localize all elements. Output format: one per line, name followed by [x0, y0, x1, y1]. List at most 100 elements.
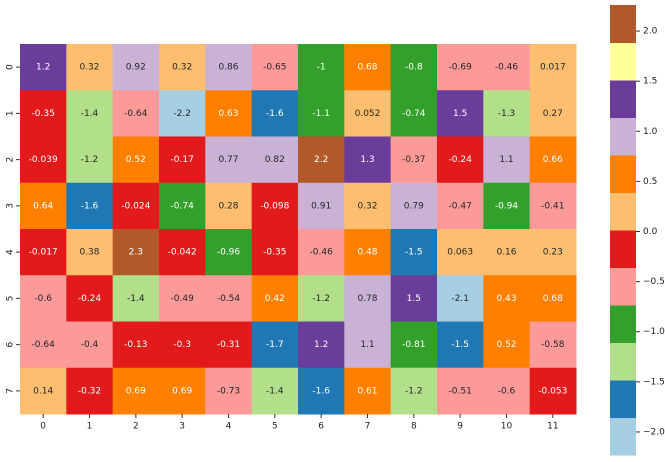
cell-label: 0.78	[357, 294, 377, 304]
cell-label: 0.52	[126, 155, 146, 165]
heatmap-cell	[437, 182, 484, 230]
cell-label: -1.6	[266, 109, 284, 119]
cell-label: -0.13	[124, 340, 147, 350]
cell-label: -1.6	[312, 386, 330, 396]
heatmap-cell	[251, 90, 299, 137]
y-tick-label: 7	[6, 388, 16, 394]
cell-label: 0.91	[311, 201, 331, 211]
heatmap-cell	[437, 321, 484, 369]
heatmap-cell	[66, 229, 114, 276]
cell-label: 0.86	[218, 63, 238, 73]
heatmap-cell	[20, 90, 67, 137]
heatmap-cell	[529, 136, 577, 184]
x-tick-label: 4	[226, 422, 232, 432]
cell-label: 0.79	[404, 201, 424, 211]
heatmap-cell	[483, 90, 531, 137]
colorbar-tick-label: −0.5	[643, 277, 665, 287]
cell-label: 0.14	[33, 386, 53, 396]
heatmap-cell	[66, 90, 114, 137]
cell-label: -0.46	[310, 248, 334, 258]
y-tick-label: 1	[6, 111, 16, 117]
heatmap-cell	[205, 321, 253, 369]
cell-label: 1.2	[36, 63, 50, 73]
colorbar-segment	[610, 80, 636, 118]
colorbar-segment	[610, 117, 636, 156]
cell-label: -0.024	[121, 201, 150, 211]
cell-label: -0.6	[498, 386, 516, 396]
heatmap-cell	[390, 136, 438, 184]
cell-label: 0.017	[540, 63, 566, 73]
x-tick-label: 5	[272, 422, 278, 432]
cell-label: 0.68	[357, 63, 377, 73]
heatmap-cell	[483, 321, 531, 369]
heatmap-cell	[251, 182, 299, 230]
colorbar-segment	[610, 192, 636, 231]
heatmap-cell	[112, 182, 160, 230]
x-tick-label: 8	[411, 422, 417, 432]
cell-label: -0.64	[124, 109, 148, 119]
heatmap-cell	[344, 90, 392, 137]
colorbar-segment	[610, 5, 636, 43]
y-tick-label: 0	[6, 64, 16, 70]
cell-label: -0.65	[263, 63, 286, 73]
cell-label: 0.38	[79, 248, 99, 258]
heatmap-cell	[390, 182, 438, 230]
heatmap-cell	[159, 229, 206, 276]
heatmap-cell	[159, 367, 206, 415]
cell-label: 0.77	[218, 155, 238, 165]
cell-label: -0.74	[171, 201, 195, 211]
cell-label: -0.47	[449, 201, 472, 211]
heatmap-cell	[66, 367, 114, 415]
colorbar-tick-label: −1.5	[643, 377, 665, 387]
cell-label: 0.48	[357, 248, 377, 258]
heatmap-cell	[251, 275, 299, 322]
heatmap-cell	[483, 229, 531, 276]
cell-label: 0.82	[265, 155, 285, 165]
cell-label: -0.35	[32, 109, 55, 119]
x-tick-label: 2	[133, 422, 139, 432]
colorbar-tick-label: −2.0	[643, 427, 665, 437]
heatmap-cell	[205, 367, 253, 415]
cell-label: 0.63	[218, 109, 238, 119]
heatmap-cell	[390, 367, 438, 415]
x-tick-label: 9	[457, 422, 463, 432]
cell-label: -0.6	[34, 294, 52, 304]
heatmap-cell	[483, 182, 531, 230]
heatmap-cell	[112, 136, 160, 184]
cell-label: -2.1	[451, 294, 469, 304]
y-tick-label: 3	[6, 203, 16, 209]
heatmap-cell	[20, 367, 67, 415]
colorbar-tick-label: 1.5	[643, 77, 657, 87]
y-tick-label: 4	[6, 249, 16, 255]
heatmap-cell	[298, 275, 345, 322]
cell-label: -0.37	[402, 155, 425, 165]
cell-label: 0.69	[172, 386, 192, 396]
colorbar-segment	[610, 230, 636, 268]
heatmap-cell	[66, 136, 114, 184]
heatmap-cell	[112, 44, 160, 91]
heatmap-cell	[298, 182, 345, 230]
y-tick-label: 6	[6, 341, 16, 347]
heatmap-cell	[529, 275, 577, 322]
heatmap-cell	[437, 90, 484, 137]
heatmap-cell	[390, 229, 438, 276]
heatmap-cell	[529, 321, 577, 369]
cell-label: -1.4	[266, 386, 284, 396]
heatmap-cell	[437, 367, 484, 415]
cell-label: -0.042	[168, 248, 197, 258]
cell-label: 0.28	[218, 201, 238, 211]
heatmap-cell	[390, 44, 438, 91]
cell-label: 0.052	[355, 109, 381, 119]
cell-label: -1.2	[312, 294, 330, 304]
heatmap-cell	[298, 367, 345, 415]
heatmap-cell	[483, 44, 531, 91]
heatmap-cell	[251, 367, 299, 415]
x-tick-label: 10	[501, 422, 513, 432]
heatmap-cell	[344, 136, 392, 184]
cell-label: -1.1	[312, 109, 330, 119]
colorbar-segment	[610, 42, 636, 81]
heatmap-cell	[159, 182, 206, 230]
heatmap-cell	[298, 136, 345, 184]
cell-label: 2.3	[129, 248, 143, 258]
cell-label: 0.52	[496, 340, 516, 350]
